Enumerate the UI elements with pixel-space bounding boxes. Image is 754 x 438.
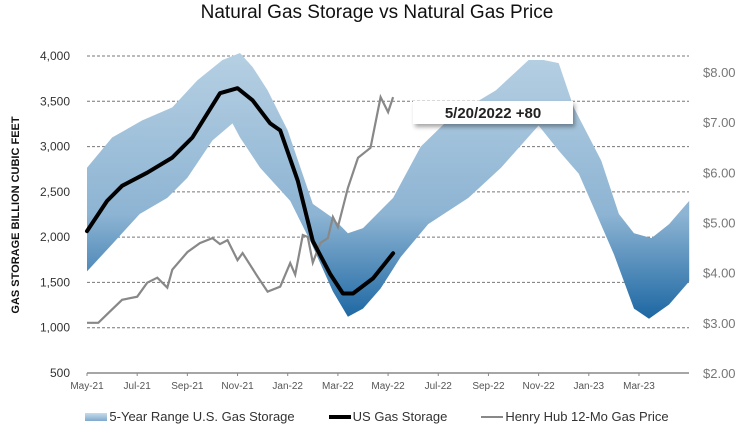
y-tick-label: 3,500 — [40, 94, 70, 108]
y2-tick-label: $7.00 — [703, 115, 736, 130]
legend-swatch-gray — [481, 415, 504, 418]
legend-label: 5-Year Range U.S. Gas Storage — [109, 409, 295, 424]
y2-tick-label: $4.00 — [703, 266, 736, 281]
y-tick-label: 3,000 — [40, 140, 70, 154]
x-tick-label: Jul-21 — [124, 381, 152, 392]
legend-swatch-black — [328, 414, 351, 419]
x-tick-label: Mar-22 — [322, 381, 354, 392]
x-tick-label: Nov-22 — [522, 381, 555, 392]
legend-item-price: Henry Hub 12-Mo Gas Price — [481, 409, 669, 424]
five-year-range-band — [87, 53, 690, 319]
y2-tick-label: $6.00 — [703, 165, 736, 180]
x-tick-label: Sep-21 — [171, 381, 204, 392]
legend-item-storage: US Gas Storage — [328, 409, 448, 424]
x-tick-label: Mar-23 — [623, 381, 655, 392]
y-tick-label: 500 — [50, 366, 70, 380]
y-axis-label: GAS STORAGE BILLION CUBIC FEET — [10, 116, 22, 313]
y2-tick-label: $2.00 — [703, 366, 736, 381]
annotation-text: 5/20/2022 +80 — [445, 105, 541, 122]
y2-tick-label: $5.00 — [703, 216, 736, 231]
us-gas-storage-line — [85, 86, 396, 296]
henry-hub-price-line — [87, 93, 395, 324]
x-tick-label: Jan-22 — [272, 381, 303, 392]
annotation-box — [413, 101, 573, 124]
x-tick-label: Nov-21 — [221, 381, 254, 392]
x-tick-label: Jul-22 — [425, 381, 453, 392]
chart-title: Natural Gas Storage vs Natural Gas Price — [200, 2, 554, 23]
y2-tick-label: $3.00 — [703, 316, 736, 331]
y-tick-label: 4,000 — [40, 49, 70, 63]
y-tick-label: 2,500 — [40, 185, 70, 199]
y-tick-label: 1,000 — [40, 321, 70, 335]
legend-swatch-band — [85, 412, 108, 421]
legend-label: US Gas Storage — [352, 409, 448, 424]
legend-item-range: 5-Year Range U.S. Gas Storage — [85, 409, 295, 424]
y2-tick-label: $8.00 — [703, 65, 736, 80]
x-tick-label: Jan-23 — [574, 381, 605, 392]
legend: 5-Year Range U.S. Gas Storage US Gas Sto… — [0, 409, 754, 424]
x-tick-label: Sep-22 — [472, 381, 505, 392]
chart-svg: 4,000 3,500 3,000 2,500 2,000 1,500 1,000 500 $8… — [10, 49, 736, 392]
x-tick-label: May-22 — [371, 381, 405, 392]
y-tick-label: 1,500 — [40, 275, 70, 289]
x-tick-label: May-21 — [70, 381, 104, 392]
legend-label: Henry Hub 12-Mo Gas Price — [505, 409, 669, 424]
y-tick-label: 2,000 — [40, 230, 70, 244]
annotation: 5/20/2022 +80 — [413, 101, 573, 124]
